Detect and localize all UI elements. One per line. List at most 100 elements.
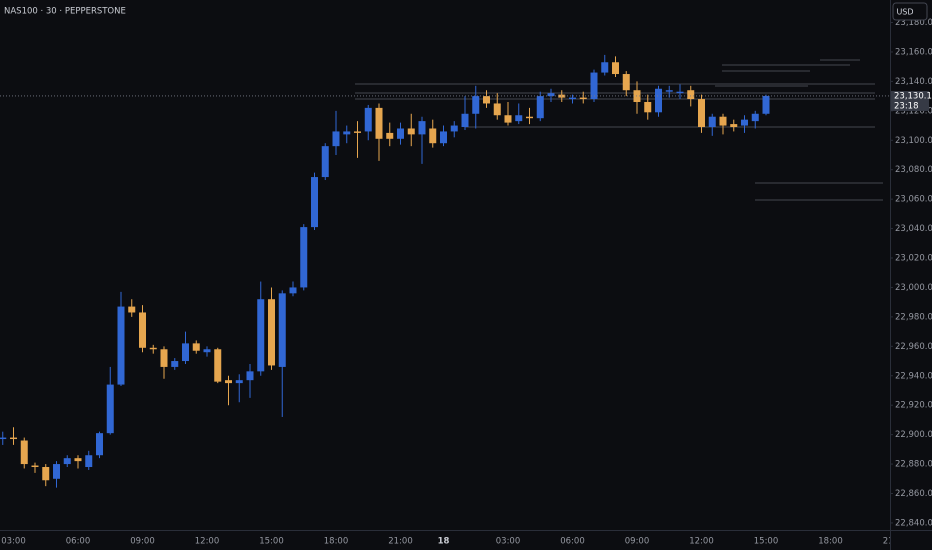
candle-body [53,464,60,479]
candle-body [96,433,103,456]
candle-body [375,107,383,139]
candle-body [622,74,630,91]
y-tick-label: 22,880.0 [895,460,932,470]
x-tick-label: 18:00 [818,537,843,547]
candle-body [311,177,318,228]
candle-body [730,124,738,128]
candle-body [601,62,609,73]
y-tick-label: 23,180.0 [895,18,932,28]
candle-body [106,384,114,434]
candle-body [214,349,222,382]
y-tick-label: 22,920.0 [895,401,932,411]
candle-body [63,458,71,465]
y-tick-label: 22,980.0 [895,312,932,322]
x-tick-label: 12:00 [689,537,714,547]
candle-body [579,97,587,100]
candle-body [547,93,555,97]
y-tick-label: 22,960.0 [895,342,932,352]
candle-body [139,312,146,348]
candle-body [762,95,770,114]
x-tick-label: 15:00 [754,537,779,547]
y-tick-label: 23,080.0 [895,165,932,175]
candle-body [741,119,748,126]
last-price-tag [891,90,929,111]
time-labels: 03:00 06:00 09:00 12:00 15:00 18:00 21:00 18 03:… [1,537,908,547]
candle-body [429,128,437,144]
candle-body [0,437,7,440]
candle-body [117,306,125,385]
x-tick-label: 03:00 [1,537,26,547]
time-axis: 03:00 06:00 09:00 12:00 15:00 18:00 21:00 18 03:… [1,537,908,547]
candle-body [149,347,157,350]
candle-body [160,349,168,367]
candle-body [354,131,361,133]
currency-button[interactable] [892,2,928,21]
candle-body [665,90,673,92]
x-tick-label: 18:00 [324,537,349,547]
y-tick-label: 22,900.0 [895,430,932,440]
candle-body [590,72,598,100]
price-axis: 22,840.0 22,860.0 22,880.0 22,900.0 22,920.0… [890,18,932,528]
candle-body [397,128,404,139]
candle-body [569,97,576,100]
x-tick-label: 21:00 [883,537,908,547]
candle-body [450,125,458,132]
x-tick-label: 06:00 [66,537,91,547]
candle-body [493,103,501,116]
y-tick-label: 23,040.0 [895,224,932,234]
x-tick-label: 03:00 [496,537,521,547]
candle-body [332,131,340,147]
drawings [355,59,883,201]
y-tick-label: 23,100.0 [895,136,932,146]
x-tick-label: 18 [438,537,450,547]
candle-body [300,227,308,288]
candle-body [278,293,286,367]
candle-body [440,131,447,144]
candle-body [225,380,232,384]
candle-body [20,440,28,465]
candle-body [483,96,490,104]
candle-body [74,458,82,462]
countdown-label: 23:18 [894,101,919,111]
candle-body [698,99,705,128]
x-tick-label: 09:00 [625,537,650,547]
candle-body [687,90,695,100]
candle-body [751,113,759,122]
y-tick-label: 22,840.0 [895,518,932,528]
candle-body [203,349,211,353]
y-tick-label: 23,120.0 [895,106,932,116]
candle-body [171,361,179,367]
last-price-label: 23,130.1 [894,91,932,101]
x-tick-label: 12:00 [195,537,220,547]
candle-body [182,343,189,362]
candle-body [343,131,351,135]
currency-label[interactable]: USD [896,8,913,17]
x-tick-label: 15:00 [259,537,284,547]
candle-body [364,107,372,132]
candle-body [526,116,533,119]
y-tick-label: 23,140.0 [895,77,932,87]
candle-body [407,128,415,135]
candle-body [85,455,93,468]
y-tick-label: 23,160.0 [895,47,932,57]
candle-body [128,306,136,313]
y-tick-label: 23,060.0 [895,195,932,205]
candle-body [321,146,329,178]
candle-body [644,101,652,113]
chart-title: NAS100 · 30 · PEPPERSTONE [4,7,126,17]
candle-body [461,113,469,128]
candle-body [719,116,727,126]
candle-body [257,299,265,372]
candle-body [31,465,39,468]
candle-body [246,371,254,381]
candle-body [268,299,275,366]
candle-body [504,115,512,123]
candle-body [289,287,297,294]
candle-body [676,91,684,94]
y-tick-label: 23,000.0 [895,283,932,293]
candle-body [235,380,243,384]
y-tick-label: 23,020.0 [895,254,932,264]
x-tick-label: 09:00 [130,537,155,547]
